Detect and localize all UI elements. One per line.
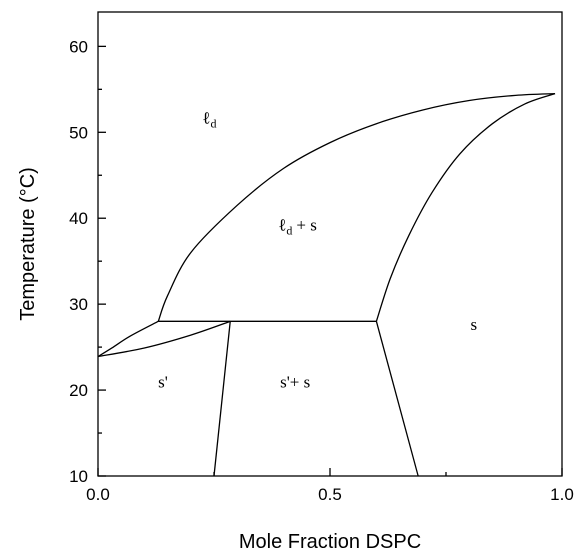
region-label-main: ℓ [278,215,286,234]
phase-boundary-1 [97,320,231,358]
x-axis-title: Mole Fraction DSPC [239,531,421,553]
region-label: ℓd + s [278,215,317,237]
y-tick-label: 30 [69,295,88,314]
phase-boundary-2 [157,92,556,322]
region-label: s [471,315,478,334]
y-tick-label: 40 [69,209,88,228]
region-label-main: s'+ s [280,372,310,391]
region-label: ℓd [202,109,216,131]
phase-boundary-0 [97,320,159,358]
axis-ticks: 0.0 0.5 1.0 10 20 30 40 50 60 [69,37,574,504]
x-tick-label: 1.0 [550,485,574,504]
plot-frame [97,11,563,477]
phase-boundaries [97,92,556,477]
y-tick-label: 60 [69,37,88,56]
x-tick-label: 0.5 [318,485,342,504]
phase-boundary-5 [213,321,231,477]
y-tick-label: 50 [69,123,88,142]
region-label-sub: d [286,223,292,237]
region-label-main: s' [158,372,168,391]
region-label-sub: d [210,117,216,131]
y-tick-label: 20 [69,381,88,400]
phase-boundary-6 [375,321,419,477]
region-label: s' [158,372,168,391]
region-label: s'+ s [280,372,310,391]
y-tick-label: 10 [69,467,88,486]
phase-boundary-3 [375,93,556,322]
region-label-after: + s [296,215,316,234]
region-label-main: ℓ [202,109,210,128]
x-tick-label: 0.0 [86,485,110,504]
y-axis-title: Temperature (°C) [17,167,39,321]
region-label-main: s [471,315,478,334]
